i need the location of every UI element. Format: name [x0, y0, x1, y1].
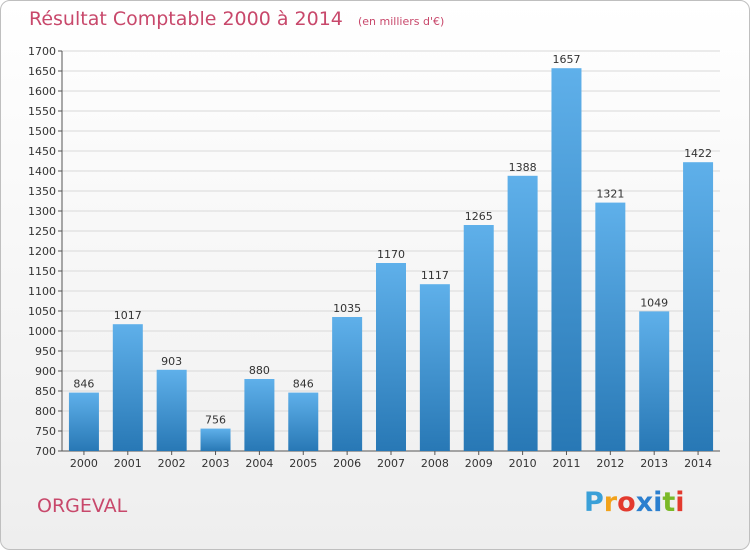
x-tick-label: 2009 [465, 457, 493, 470]
y-tick-label: 1100 [28, 285, 56, 298]
y-tick-label: 1450 [28, 145, 56, 158]
bar [244, 379, 275, 451]
x-tick-label: 2003 [202, 457, 230, 470]
y-tick-label: 1600 [28, 85, 56, 98]
y-tick-label: 1550 [28, 105, 56, 118]
y-tick-label: 700 [35, 445, 56, 458]
x-tick-label: 2007 [377, 457, 405, 470]
bar [332, 317, 363, 451]
bar [288, 392, 319, 451]
chart-title: Résultat Comptable 2000 à 2014 [29, 8, 343, 30]
x-tick-label: 2001 [114, 457, 142, 470]
logo-letter: x [635, 487, 654, 518]
y-tick-label: 950 [35, 345, 56, 358]
data-label: 1170 [377, 248, 405, 261]
data-label: 1321 [596, 188, 624, 201]
y-tick-label: 1650 [28, 65, 56, 78]
y-tick-label: 900 [35, 365, 56, 378]
data-label: 1265 [465, 210, 493, 223]
bar [507, 175, 538, 452]
bar [551, 68, 582, 451]
x-tick-label: 2014 [684, 457, 712, 470]
bar [639, 311, 670, 451]
x-tick-label: 2005 [289, 457, 317, 470]
x-tick-label: 2012 [596, 457, 624, 470]
y-tick-label: 1150 [28, 265, 56, 278]
y-tick-label: 1200 [28, 245, 56, 258]
x-tick-label: 2000 [70, 457, 98, 470]
logo-letter: i [675, 487, 685, 518]
y-tick-label: 800 [35, 405, 56, 418]
data-label: 846 [73, 378, 94, 391]
bar [376, 263, 406, 451]
y-tick-label: 1050 [28, 305, 56, 318]
bar [112, 324, 143, 451]
y-tick-label: 850 [35, 385, 56, 398]
data-label: 903 [161, 355, 182, 368]
logo-letter: i [653, 487, 663, 518]
y-tick-label: 1000 [28, 325, 56, 338]
y-tick-label: 750 [35, 425, 56, 438]
x-tick-label: 2004 [245, 457, 273, 470]
x-tick-label: 2013 [640, 457, 668, 470]
chart-subtitle: (en milliers d'€) [357, 15, 445, 28]
data-label: 756 [205, 414, 226, 427]
bar [156, 369, 187, 451]
data-label: 880 [249, 364, 270, 377]
logo-letter: r [603, 487, 618, 518]
y-tick-label: 1400 [28, 165, 56, 178]
y-tick-label: 1700 [28, 45, 56, 58]
x-tick-label: 2008 [421, 457, 449, 470]
y-tick-label: 1250 [28, 225, 56, 238]
bar [200, 428, 231, 451]
bar [595, 202, 626, 451]
bar [463, 225, 494, 451]
logo-letter: t [662, 487, 676, 518]
data-label: 1035 [333, 302, 361, 315]
data-label: 1657 [552, 53, 580, 66]
data-label: 1422 [684, 147, 712, 160]
y-tick-label: 1300 [28, 205, 56, 218]
bar [683, 162, 714, 451]
data-label: 1049 [640, 296, 668, 309]
y-tick-label: 1350 [28, 185, 56, 198]
bar [419, 284, 450, 451]
y-tick-label: 1500 [28, 125, 56, 138]
data-label: 1117 [421, 269, 449, 282]
commune-label: ORGEVAL [37, 495, 128, 517]
logo-letter: o [617, 487, 636, 518]
x-tick-label: 2010 [509, 457, 537, 470]
x-tick-label: 2011 [552, 457, 580, 470]
title-block: Résultat Comptable 2000 à 2014 (en milli… [29, 8, 444, 30]
data-label: 1388 [509, 161, 537, 174]
proxiti-logo: Proxiti [584, 487, 685, 518]
data-label: 846 [293, 378, 314, 391]
logo-letter: P [584, 487, 604, 518]
x-tick-label: 2002 [158, 457, 186, 470]
x-tick-label: 2006 [333, 457, 361, 470]
data-label: 1017 [114, 309, 142, 322]
bar [68, 392, 99, 451]
